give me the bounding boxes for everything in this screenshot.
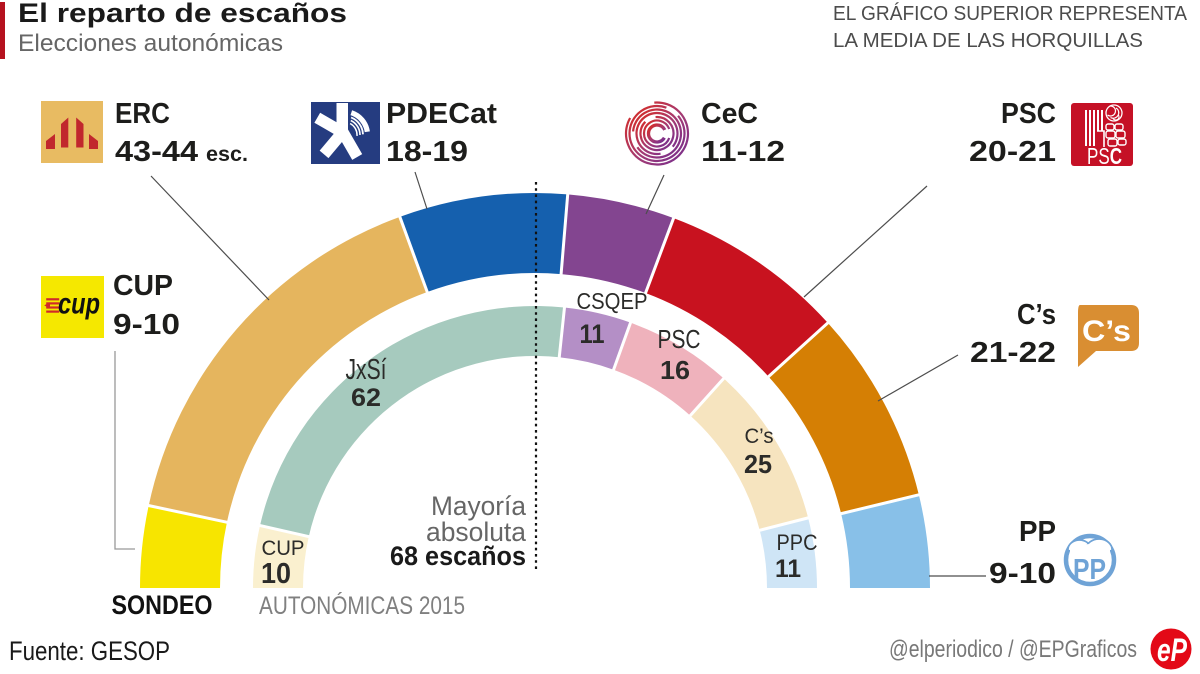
svg-text:C’s: C’s — [1017, 299, 1056, 331]
svg-text:68 escaños: 68 escaños — [390, 541, 526, 571]
svg-text:21-22: 21-22 — [970, 337, 1056, 369]
svg-text:C’s: C’s — [745, 425, 774, 448]
svg-text:PP: PP — [1073, 554, 1106, 586]
svg-text:11: 11 — [580, 319, 605, 349]
svg-text:C’s: C’s — [1082, 315, 1131, 348]
svg-text:Mayoría: Mayoría — [431, 491, 527, 521]
svg-text:AUTONÓMICAS 2015: AUTONÓMICAS 2015 — [259, 591, 465, 620]
svg-text:PSC: PSC — [1001, 98, 1056, 130]
svg-text:PPC: PPC — [777, 530, 818, 555]
svg-text:43-44: 43-44 — [115, 136, 198, 168]
svg-text:El reparto de escaños: El reparto de escaños — [18, 0, 347, 28]
svg-text:Elecciones autonómicas: Elecciones autonómicas — [18, 30, 283, 57]
svg-text:10: 10 — [261, 558, 291, 590]
svg-text:11-12: 11-12 — [701, 136, 785, 168]
svg-text:eP: eP — [1157, 632, 1188, 668]
svg-text:LA MEDIA DE LAS HORQUILLAS: LA MEDIA DE LAS HORQUILLAS — [833, 30, 1143, 52]
svg-text:CUP: CUP — [262, 537, 305, 560]
svg-text:18-19: 18-19 — [386, 136, 468, 168]
svg-text:20-21: 20-21 — [969, 136, 1056, 168]
svg-text:cup: cup — [58, 288, 100, 321]
svg-text:CeC: CeC — [701, 98, 758, 130]
svg-text:EL GRÁFICO SUPERIOR REPRESENTA: EL GRÁFICO SUPERIOR REPRESENTA — [833, 2, 1188, 25]
svg-text:Fuente: GESOP: Fuente: GESOP — [9, 636, 170, 666]
svg-text:PSC: PSC — [1087, 143, 1122, 169]
svg-text:esc.: esc. — [206, 143, 248, 166]
svg-text:11: 11 — [775, 555, 801, 583]
svg-text:absoluta: absoluta — [426, 517, 527, 547]
svg-text:SONDEO: SONDEO — [112, 590, 213, 620]
svg-text:PSC: PSC — [658, 324, 701, 354]
svg-text:CSQEP: CSQEP — [577, 288, 648, 314]
svg-text:25: 25 — [744, 449, 772, 479]
svg-text:16: 16 — [660, 355, 690, 385]
svg-text:CUP: CUP — [113, 270, 173, 302]
svg-text:62: 62 — [351, 384, 381, 412]
svg-text:9-10: 9-10 — [113, 309, 180, 341]
svg-text:JxSí: JxSí — [346, 354, 387, 386]
svg-text:ERC: ERC — [115, 98, 170, 130]
svg-text:PDECat: PDECat — [386, 98, 497, 130]
svg-text:@elperiodico / @EPGraficos: @elperiodico / @EPGraficos — [889, 636, 1137, 663]
svg-text:PP: PP — [1019, 516, 1056, 548]
svg-text:9-10: 9-10 — [989, 558, 1056, 590]
